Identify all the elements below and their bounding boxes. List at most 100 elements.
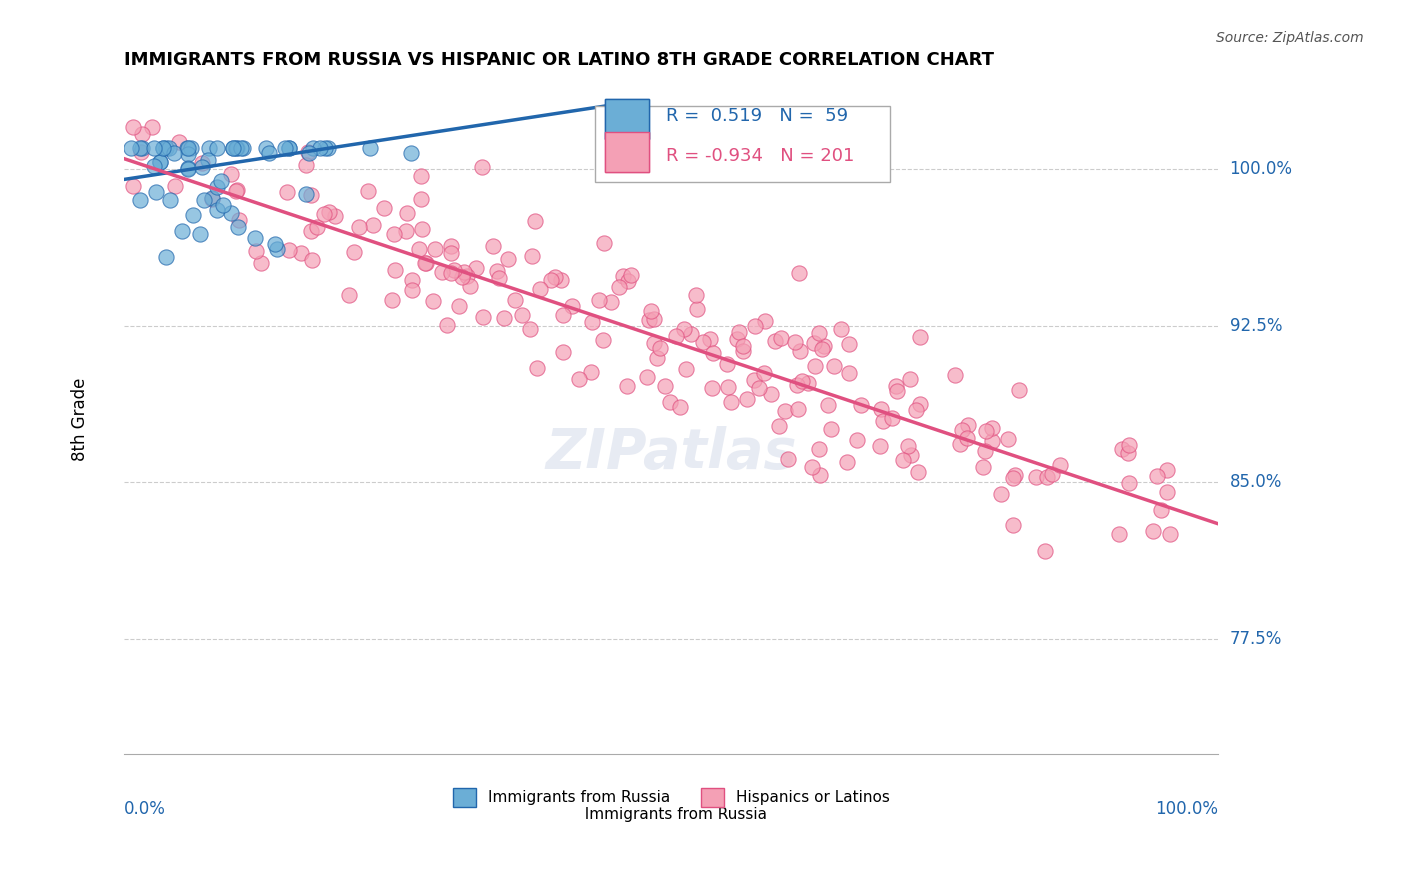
Point	[823, 359, 845, 374]
Point	[524, 213, 547, 227]
Text: R =  0.519   N =  59: R = 0.519 N = 59	[665, 106, 848, 125]
Text: 77.5%: 77.5%	[1230, 630, 1282, 648]
Point	[250, 256, 273, 270]
Point	[415, 256, 437, 270]
Point	[1004, 467, 1026, 482]
Point	[152, 141, 174, 155]
Point	[297, 145, 319, 159]
Point	[725, 332, 748, 346]
Point	[297, 146, 319, 161]
Point	[612, 268, 634, 283]
Point	[309, 141, 332, 155]
Legend: Immigrants from Russia, Hispanics or Latinos: Immigrants from Russia, Hispanics or Lat…	[447, 781, 896, 813]
Point	[768, 419, 790, 434]
Point	[197, 153, 219, 167]
Point	[800, 460, 823, 475]
Point	[659, 395, 682, 409]
Point	[257, 146, 280, 161]
Point	[458, 279, 481, 293]
Point	[804, 359, 827, 373]
Point	[692, 335, 714, 350]
Point	[783, 334, 806, 349]
Point	[1146, 469, 1168, 483]
Point	[155, 250, 177, 264]
Point	[907, 465, 929, 479]
Point	[769, 330, 792, 344]
Point	[1008, 384, 1031, 398]
Point	[898, 372, 921, 386]
Point	[422, 293, 444, 308]
Point	[485, 264, 508, 278]
FancyBboxPatch shape	[606, 99, 650, 139]
Point	[145, 185, 167, 199]
Point	[1150, 502, 1173, 516]
Point	[972, 460, 994, 475]
Point	[190, 156, 212, 170]
Point	[219, 167, 242, 181]
Point	[180, 141, 202, 155]
Point	[568, 372, 591, 386]
Point	[607, 280, 630, 294]
Text: 100.0%: 100.0%	[1156, 800, 1219, 818]
Point	[686, 302, 709, 317]
Point	[243, 231, 266, 245]
Point	[177, 162, 200, 177]
Point	[851, 399, 873, 413]
Point	[731, 339, 754, 353]
Point	[430, 265, 453, 279]
Point	[342, 245, 364, 260]
Point	[1156, 484, 1178, 499]
Point	[263, 236, 285, 251]
Point	[636, 369, 658, 384]
Point	[128, 141, 150, 155]
Point	[120, 141, 142, 155]
Text: Immigrants from Russia: Immigrants from Russia	[575, 807, 768, 822]
Point	[149, 154, 172, 169]
Point	[869, 439, 891, 453]
Point	[456, 269, 478, 284]
Point	[797, 376, 820, 390]
Point	[943, 368, 966, 382]
Point	[312, 207, 335, 221]
Point	[510, 308, 533, 322]
Point	[142, 141, 165, 155]
Point	[673, 322, 696, 336]
Point	[1025, 470, 1047, 484]
Point	[228, 219, 250, 234]
Point	[699, 332, 721, 346]
Point	[1118, 438, 1140, 452]
Point	[792, 374, 814, 388]
Point	[395, 224, 418, 238]
Point	[471, 160, 494, 174]
Point	[201, 192, 224, 206]
Point	[1111, 442, 1133, 456]
Point	[503, 293, 526, 308]
Point	[274, 141, 297, 155]
Point	[299, 188, 322, 202]
Point	[357, 184, 380, 198]
Point	[1036, 470, 1059, 484]
Point	[225, 141, 247, 155]
Text: 8th Grade: 8th Grade	[72, 378, 89, 461]
Point	[813, 339, 835, 353]
Point	[225, 183, 247, 197]
Point	[551, 308, 574, 322]
Point	[744, 319, 766, 334]
Point	[472, 310, 495, 325]
Point	[347, 219, 370, 234]
Point	[717, 380, 740, 394]
Point	[482, 239, 505, 253]
Point	[820, 422, 842, 436]
Point	[830, 321, 852, 335]
Point	[600, 294, 623, 309]
Point	[245, 244, 267, 258]
Point	[314, 141, 336, 155]
Point	[807, 326, 830, 340]
Point	[318, 141, 340, 155]
Point	[222, 141, 245, 155]
Point	[278, 141, 301, 155]
Point	[787, 402, 810, 417]
Point	[409, 193, 432, 207]
Point	[359, 141, 381, 155]
Point	[172, 224, 194, 238]
